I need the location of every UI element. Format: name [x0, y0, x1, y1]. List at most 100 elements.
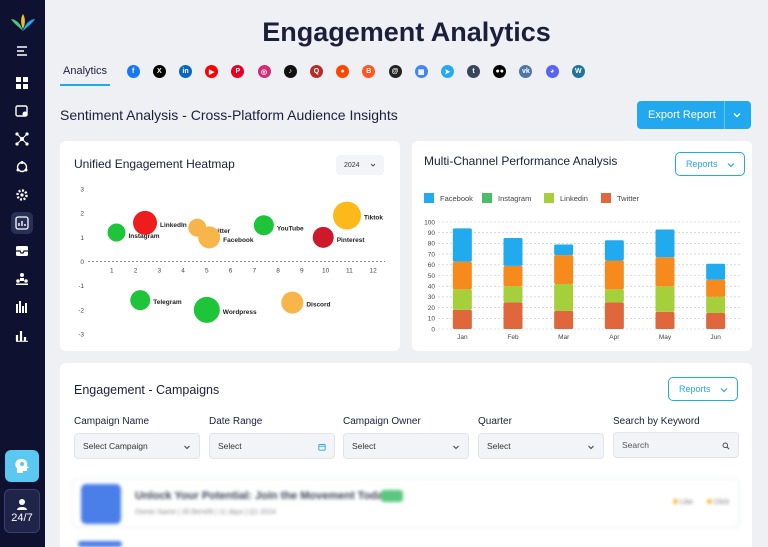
campaigns-reports-button[interactable]: Reports: [668, 377, 738, 401]
search-keyword-label: Search by Keyword: [613, 416, 700, 427]
bubble-instagram: [107, 223, 126, 242]
status-badge: [381, 490, 403, 502]
x-tick-label: 3: [157, 268, 161, 275]
export-report-label: Export Report: [648, 109, 716, 121]
quarter-value: Select: [487, 441, 511, 451]
youtube-icon[interactable]: ▶: [205, 65, 219, 78]
y-tick-label: 50: [428, 273, 436, 280]
inbox-icon[interactable]: [11, 240, 33, 262]
bar-linkedin-apr: [604, 289, 624, 303]
date-range-input[interactable]: Select: [209, 433, 335, 459]
y-tick-label: 0: [80, 259, 84, 266]
bubble-label: Wordpress: [223, 309, 257, 316]
performance-card: Multi-Channel Performance Analysis Repor…: [412, 141, 752, 351]
date-range-value: Select: [218, 441, 242, 451]
brand-logo-icon[interactable]: [11, 13, 35, 33]
bar-instagram-jun: [706, 279, 726, 297]
gear-icon[interactable]: [11, 184, 33, 206]
bar-linkedin-jan: [452, 289, 472, 310]
pinterest-icon[interactable]: P: [231, 65, 245, 78]
reddit-icon[interactable]: ●: [336, 65, 350, 78]
quora-icon[interactable]: Q: [309, 65, 323, 78]
bubble-label: LinkedIn: [160, 222, 187, 229]
legend-swatch: [544, 193, 554, 203]
next-row-thumbnail: [78, 541, 122, 547]
bar-twitter-mar: [554, 310, 574, 329]
google-business-icon[interactable]: ▦: [414, 65, 428, 78]
team-icon[interactable]: [11, 268, 33, 290]
bar-instagram-apr: [604, 260, 624, 290]
ai-assistant-button[interactable]: [5, 450, 39, 482]
x-tick-label: 1: [110, 268, 114, 275]
y-tick-label: -1: [78, 283, 84, 290]
y-tick-label: 2: [80, 211, 84, 218]
bar-twitter-apr: [604, 302, 624, 329]
x-tick-label: 12: [370, 268, 378, 275]
vk-icon[interactable]: vk: [519, 65, 533, 78]
quarter-select[interactable]: Select: [478, 433, 604, 459]
x-tick-label: Mar: [558, 334, 570, 341]
network-icon[interactable]: [11, 128, 33, 150]
chevron-down-icon: [720, 388, 728, 393]
sync-icon[interactable]: [11, 156, 33, 178]
analytics-icon[interactable]: [11, 212, 33, 234]
bubble-wordpress: [193, 296, 220, 323]
performance-reports-button[interactable]: Reports: [675, 152, 745, 176]
bar-twitter-may: [655, 311, 675, 329]
calendar-settings-icon[interactable]: [11, 100, 33, 122]
export-report-button[interactable]: Export Report: [637, 101, 751, 129]
bar-twitter-feb: [503, 302, 523, 329]
dashboard-icon[interactable]: [11, 72, 33, 94]
y-tick-label: 0: [431, 326, 435, 333]
x-tick-label: 8: [276, 268, 280, 275]
support-agent-icon: [17, 499, 27, 510]
bar-facebook-may: [655, 229, 675, 258]
campaign-row[interactable]: Unlock Your Potential: Join the Movement…: [72, 478, 740, 528]
linkedin-icon[interactable]: in: [179, 65, 192, 78]
bar-chart-icon[interactable]: [11, 324, 33, 346]
telegram-icon[interactable]: ➤: [440, 65, 454, 78]
bar-facebook-jan: [452, 228, 472, 262]
medium-icon[interactable]: ●●: [493, 65, 507, 78]
wordpress-icon[interactable]: W: [571, 65, 585, 78]
legend-swatch: [601, 193, 611, 203]
bar-instagram-may: [655, 257, 675, 287]
facebook-icon[interactable]: f: [126, 65, 140, 78]
ai-head-icon: [15, 459, 29, 473]
threads-icon[interactable]: @: [388, 65, 402, 78]
x-icon[interactable]: X: [152, 65, 166, 78]
campaign-owner-select[interactable]: Select: [343, 433, 469, 459]
export-divider: [724, 101, 725, 129]
reports-icon[interactable]: [11, 296, 33, 318]
bubble-label: Tiktok: [364, 214, 383, 221]
tiktok-icon[interactable]: ♪: [283, 65, 297, 78]
bubble-pinterest: [312, 226, 334, 248]
campaign-row-meta: Owner Name | 30 Benefit | 11 days | Q1 2…: [135, 509, 276, 516]
y-tick-label: 1: [80, 235, 84, 242]
menu-toggle-icon[interactable]: [11, 40, 33, 62]
discord-icon[interactable]: ◕: [545, 65, 559, 78]
x-tick-label: Feb: [507, 334, 519, 341]
campaign-thumbnail: [81, 484, 121, 524]
quarter-label: Quarter: [478, 416, 512, 427]
chevron-down-icon: [370, 163, 376, 167]
bar-linkedin-feb: [503, 286, 523, 303]
campaign-stat-like: Like: [673, 499, 693, 506]
sidebar: 24/7: [0, 0, 45, 547]
year-select[interactable]: 2024: [336, 155, 384, 175]
y-tick-label: -2: [78, 307, 84, 314]
y-tick-label: 20: [428, 305, 436, 312]
campaign-name-select[interactable]: Select Campaign: [74, 433, 200, 459]
search-input[interactable]: Search: [613, 432, 739, 458]
tumblr-icon[interactable]: t: [467, 65, 481, 78]
bar-facebook-feb: [503, 238, 523, 266]
blogger-icon[interactable]: B: [362, 65, 376, 78]
x-tick-label: 6: [229, 268, 233, 275]
bubble-label: Telegram: [153, 299, 182, 306]
tab-analytics[interactable]: Analytics: [60, 62, 111, 86]
support-button[interactable]: 24/7: [4, 489, 40, 533]
chevron-down-icon[interactable]: [732, 110, 742, 120]
instagram-icon[interactable]: ◎: [257, 65, 271, 78]
bar-linkedin-may: [655, 286, 675, 312]
